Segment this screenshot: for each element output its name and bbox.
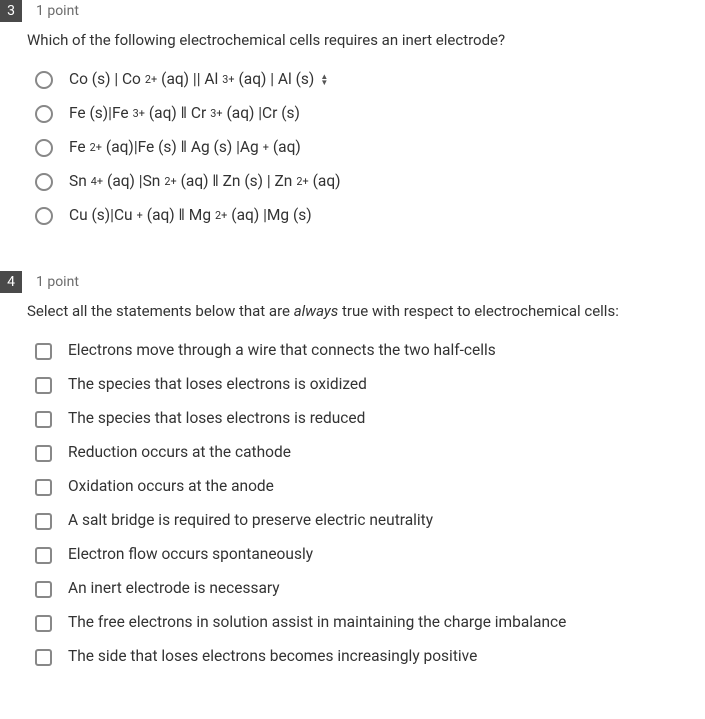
checkbox-option[interactable]: The free electrons in solution assist in…	[27, 606, 705, 640]
option-text: The side that loses electrons becomes in…	[68, 646, 477, 668]
radio-option[interactable]: Cu (s)|Cu+ (aq) ‖ Mg2+ (aq) |Mg (s)	[27, 199, 705, 233]
option-text: The species that loses electrons is oxid…	[68, 374, 367, 396]
question-text: Select all the statements below that are…	[27, 301, 705, 322]
option-text: Oxidation occurs at the anode	[68, 476, 274, 498]
question-number: 3	[0, 0, 22, 22]
question-3: 3 1 point Which of the following electro…	[0, 0, 705, 233]
checkbox-icon[interactable]	[35, 343, 52, 360]
option-text: Fe2+ (aq)|Fe (s) ‖ Ag (s) |Ag+ (aq)	[69, 137, 301, 159]
radio-icon[interactable]	[35, 139, 53, 157]
radio-icon[interactable]	[35, 173, 53, 191]
question-number: 4	[0, 271, 22, 293]
checkbox-icon[interactable]	[35, 581, 52, 598]
question-text: Which of the following electrochemical c…	[27, 30, 705, 51]
radio-icon[interactable]	[35, 207, 53, 225]
checkbox-icon[interactable]	[35, 649, 52, 666]
option-text: A salt bridge is required to preserve el…	[68, 510, 433, 532]
checkbox-icon[interactable]	[35, 513, 52, 530]
question-points: 1 point	[36, 274, 79, 290]
checkbox-icon[interactable]	[35, 615, 52, 632]
question-4: 4 1 point Select all the statements belo…	[0, 271, 705, 674]
checkbox-icon[interactable]	[35, 547, 52, 564]
checkbox-option[interactable]: An inert electrode is necessary	[27, 572, 705, 606]
option-text: Electron flow occurs spontaneously	[68, 544, 313, 566]
question-text-post: true with respect to electrochemical cel…	[338, 302, 619, 320]
radio-option[interactable]: Fe2+ (aq)|Fe (s) ‖ Ag (s) |Ag+ (aq)	[27, 131, 705, 165]
checkbox-option[interactable]: The side that loses electrons becomes in…	[27, 640, 705, 674]
question-header: 4 1 point	[0, 271, 705, 293]
radio-option[interactable]: Sn4+ (aq) |Sn2+ (aq) ‖ Zn (s) | Zn2+ (aq…	[27, 165, 705, 199]
radio-icon[interactable]	[35, 71, 53, 89]
checkbox-icon[interactable]	[35, 377, 52, 394]
option-text: Co (s) | Co2+ (aq) || Al3+ (aq) | Al (s)…	[69, 69, 328, 91]
checkbox-icon[interactable]	[35, 411, 52, 428]
option-text: Electrons move through a wire that conne…	[68, 340, 496, 362]
option-text: An inert electrode is necessary	[68, 578, 280, 600]
options-list: Electrons move through a wire that conne…	[27, 334, 705, 674]
checkbox-option[interactable]: Oxidation occurs at the anode	[27, 470, 705, 504]
radio-icon[interactable]	[35, 105, 53, 123]
option-text: Reduction occurs at the cathode	[68, 442, 291, 464]
checkbox-icon[interactable]	[35, 445, 52, 462]
question-text-em: always	[294, 302, 339, 320]
checkbox-icon[interactable]	[35, 479, 52, 496]
radio-option[interactable]: Fe (s)|Fe3+ (aq) ‖ Cr3+ (aq) |Cr (s)	[27, 97, 705, 131]
option-text: Sn4+ (aq) |Sn2+ (aq) ‖ Zn (s) | Zn2+ (aq…	[69, 171, 341, 193]
options-list: Co (s) | Co2+ (aq) || Al3+ (aq) | Al (s)…	[27, 63, 705, 233]
radio-option[interactable]: Co (s) | Co2+ (aq) || Al3+ (aq) | Al (s)…	[27, 63, 705, 97]
question-points: 1 point	[36, 3, 79, 19]
checkbox-option[interactable]: Electron flow occurs spontaneously	[27, 538, 705, 572]
checkbox-option[interactable]: The species that loses electrons is oxid…	[27, 368, 705, 402]
question-header: 3 1 point	[0, 0, 705, 22]
question-text-pre: Select all the statements below that are	[27, 302, 294, 320]
checkbox-option[interactable]: Reduction occurs at the cathode	[27, 436, 705, 470]
stepper-icon[interactable]: ▲▼	[320, 74, 328, 86]
checkbox-option[interactable]: Electrons move through a wire that conne…	[27, 334, 705, 368]
checkbox-option[interactable]: A salt bridge is required to preserve el…	[27, 504, 705, 538]
option-text: The species that loses electrons is redu…	[68, 408, 365, 430]
option-text: The free electrons in solution assist in…	[68, 612, 566, 634]
option-text: Cu (s)|Cu+ (aq) ‖ Mg2+ (aq) |Mg (s)	[69, 205, 312, 227]
option-text: Fe (s)|Fe3+ (aq) ‖ Cr3+ (aq) |Cr (s)	[69, 103, 300, 125]
checkbox-option[interactable]: The species that loses electrons is redu…	[27, 402, 705, 436]
